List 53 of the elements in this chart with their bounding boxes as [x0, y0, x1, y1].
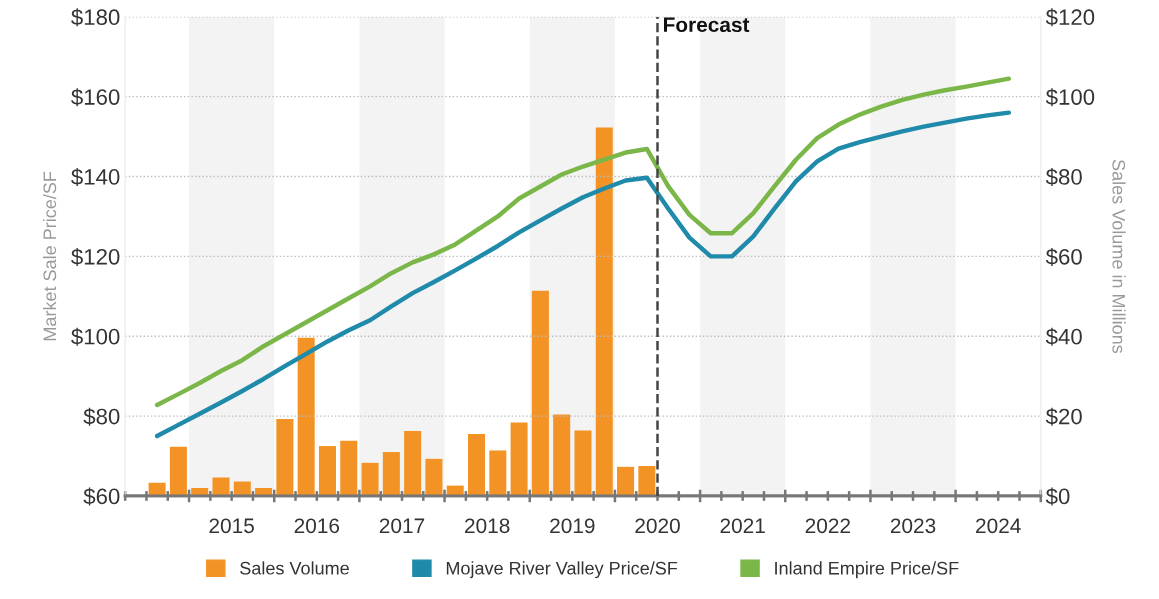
y2-axis-title: Sales Volume in Millions	[1112, 159, 1126, 354]
legend-label: Mojave River Valley Price/SF	[446, 561, 678, 579]
x-tick-label: 2024	[976, 518, 1021, 534]
y2-tick-label: $0	[1045, 487, 1070, 506]
x-tick-label: 2020	[635, 518, 680, 534]
x-tick-label: 2017	[379, 518, 425, 534]
y-tick-label: $160	[71, 88, 120, 107]
bar	[510, 422, 528, 496]
y2-tick-label: $60	[1045, 247, 1082, 266]
bar	[212, 477, 230, 496]
x-tick-label: 2018	[465, 518, 510, 534]
bar	[553, 414, 571, 496]
bar	[233, 481, 251, 496]
bar	[425, 458, 443, 496]
y-axis-title: Market Sale Price/SF	[42, 171, 57, 341]
bar	[382, 452, 400, 496]
bar	[617, 466, 635, 496]
x-tick-label: 2023	[890, 518, 936, 534]
line-series	[154, 76, 1012, 408]
bar	[169, 446, 187, 496]
bar	[297, 337, 315, 496]
bar	[574, 430, 592, 496]
bar	[318, 446, 336, 496]
line-series	[154, 110, 1012, 439]
y-tick-label: $80	[83, 407, 120, 426]
x-tick-label: 2015	[209, 518, 254, 534]
x-tick-label: 2019	[550, 518, 595, 534]
bar	[276, 418, 294, 496]
bar	[340, 440, 358, 496]
bar	[489, 450, 507, 496]
x-tick-label: 2022	[805, 518, 850, 534]
y2-tick-label: $100	[1045, 88, 1095, 107]
y-tick-label: $140	[71, 168, 120, 187]
y-tick-label: $120	[71, 247, 120, 266]
bar	[467, 434, 486, 496]
y2-tick-label: $20	[1045, 407, 1082, 426]
y-tick-label: $60	[83, 487, 120, 506]
y2-tick-label: $40	[1045, 327, 1082, 346]
bar	[361, 462, 379, 496]
ref-line-label: Forecast	[664, 17, 750, 33]
y2-tick-label: $80	[1045, 168, 1082, 187]
legend-label: Inland Empire Price/SF	[775, 561, 959, 579]
y2-tick-label: $120	[1045, 8, 1095, 27]
y-tick-label: $180	[71, 8, 120, 27]
legend-label: Sales Volume	[240, 561, 349, 575]
bar	[531, 290, 549, 496]
bar	[148, 482, 166, 496]
bar	[638, 466, 656, 496]
bar	[595, 127, 613, 496]
bar	[404, 430, 422, 496]
y-tick-label: $100	[71, 327, 120, 346]
x-tick-label: 2016	[294, 518, 340, 534]
x-tick-label: 2021	[720, 518, 765, 534]
